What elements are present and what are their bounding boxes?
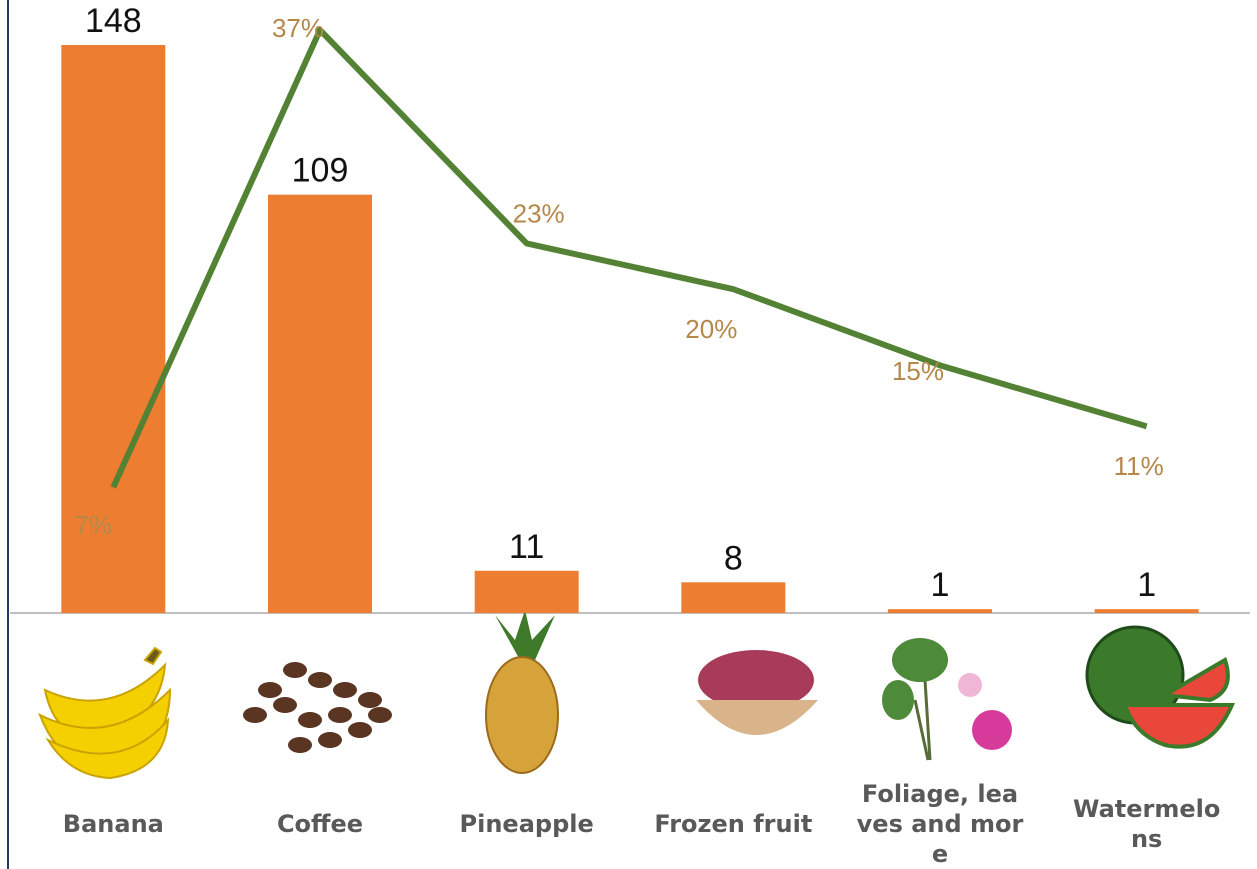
line-value-label: 11% <box>1114 451 1164 481</box>
bar <box>888 609 992 613</box>
x-tick-label: Pineapple <box>442 779 612 869</box>
x-tick-label: Coffee <box>235 779 405 869</box>
line-value-label: 23% <box>513 198 565 228</box>
line-value-label: 37% <box>272 13 324 43</box>
foliage-icon <box>882 638 1012 760</box>
pineapple-icon <box>486 610 558 773</box>
bar-value-label: 109 <box>292 152 349 190</box>
banana-icon <box>40 648 170 778</box>
line-value-label: 15% <box>892 356 944 386</box>
x-tick-label: Foliage, leaves and more <box>855 779 1025 869</box>
bar <box>681 582 785 613</box>
bar-value-label: 1 <box>931 566 950 604</box>
line-value-label: 7% <box>75 510 113 540</box>
bar <box>475 571 579 613</box>
bar-value-label: 148 <box>85 2 142 40</box>
x-tick-label: Banana <box>28 779 198 869</box>
bar <box>1095 609 1199 613</box>
bar-value-label: 1 <box>1137 566 1156 604</box>
coffee-icon <box>243 662 392 753</box>
chart: 148109118117%37%23%20%15%11% BananaCoffe… <box>0 0 1257 869</box>
bar <box>268 195 372 613</box>
x-tick-label: Watermelons <box>1072 779 1222 869</box>
chart-canvas: 148109118117%37%23%20%15%11% <box>0 0 1257 869</box>
line-value-label: 20% <box>685 314 737 344</box>
frozen-fruit-icon <box>696 650 818 735</box>
x-tick-label: Frozen fruit <box>648 779 818 869</box>
bar-value-label: 11 <box>509 528 544 566</box>
watermelon-icon <box>1087 627 1232 747</box>
bar-value-label: 8 <box>724 539 743 577</box>
